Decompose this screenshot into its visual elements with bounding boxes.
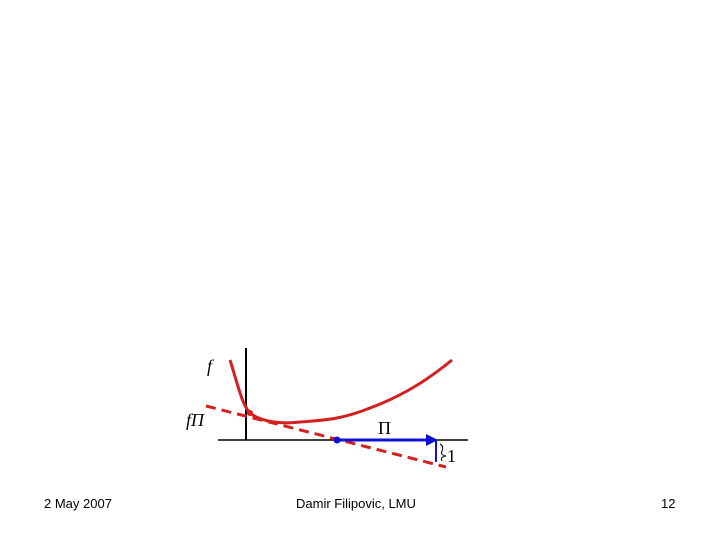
tangent-point — [247, 410, 253, 416]
label-fpi: fΠ — [186, 410, 205, 430]
label-pi: Π — [378, 418, 391, 438]
arrow-head — [426, 434, 438, 446]
curve-f — [228, 358, 453, 425]
footer-page: 12 — [661, 496, 676, 511]
label-f: f — [207, 356, 215, 376]
footer-author: Damir Filipovic, LMU — [296, 496, 416, 511]
brace — [439, 443, 447, 462]
footer-date: 2 May 2007 — [44, 496, 112, 511]
tangent-line — [205, 404, 447, 469]
label-one: 1 — [447, 446, 456, 466]
point — [333, 436, 341, 444]
